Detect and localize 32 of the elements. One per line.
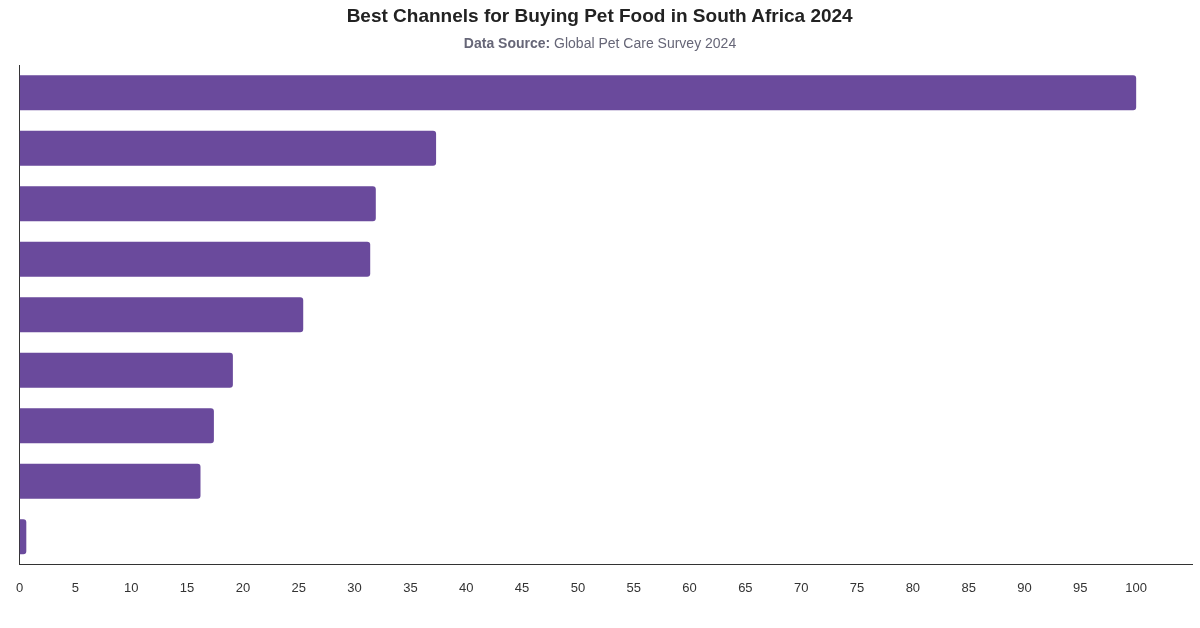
chart-subtitle: Data Source: Global Pet Care Survey 2024 [463,34,737,51]
x-tick-label: 80 [905,579,921,595]
bar [19,297,304,333]
x-tick-label: 45 [514,579,530,595]
bar [19,186,376,222]
x-tick-label: 40 [459,579,474,595]
x-tick-label: 55 [626,579,641,595]
x-tick-label: 0 [16,579,24,595]
x-tick-label: 50 [570,579,586,595]
x-tick-label: 90 [1017,579,1032,595]
x-tick-label: 30 [347,579,362,595]
x-tick-label: 15 [179,579,195,595]
chart-title: Best Channels for Buying Pet Food in South Africa 2024 [346,5,854,27]
x-tick-label: 85 [961,579,976,595]
bar [19,519,27,555]
bar [19,130,437,166]
x-tick-label: 70 [793,579,809,595]
x-tick-label: 25 [291,579,306,595]
bar [19,75,1137,111]
x-tick-label: 75 [849,579,865,595]
bar [19,463,201,499]
x-tick-label: 5 [71,579,80,595]
bar [19,241,371,277]
x-tick-label: 95 [1073,579,1088,595]
bar [19,352,233,388]
x-tick-label: 100 [1125,579,1148,595]
x-tick-label: 60 [682,579,697,595]
x-tick-label: 10 [124,579,139,595]
bar [19,408,214,444]
x-tick-label: 65 [738,579,753,595]
x-tick-label: 20 [235,579,251,595]
x-tick-label: 35 [403,579,418,595]
